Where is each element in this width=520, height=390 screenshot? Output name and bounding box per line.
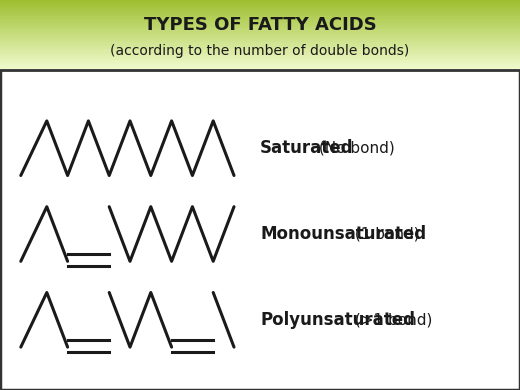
Bar [0,5,520,6]
Bar [0,64,520,66]
Bar [0,32,520,33]
Bar [0,56,520,57]
Bar [0,35,520,36]
Bar [0,44,520,46]
Bar [0,29,520,30]
Bar [0,0,520,1]
Bar [0,51,520,53]
Bar [0,62,520,63]
Bar [0,33,520,34]
Bar [0,46,520,47]
Bar [0,15,520,16]
Bar [0,25,520,26]
Bar [0,6,520,7]
Bar [0,26,520,27]
Text: (No bond): (No bond) [314,141,395,156]
Bar [0,57,520,58]
Bar [0,21,520,22]
Bar [0,12,520,13]
Bar [0,42,520,43]
Bar [0,23,520,25]
Bar [0,58,520,60]
Bar [0,49,520,50]
Bar [0,14,520,15]
Bar [0,36,520,37]
Text: (1 bond): (1 bond) [349,227,419,241]
Bar [0,66,520,67]
Bar [0,8,520,9]
Bar [0,20,520,21]
Text: Monounsaturated: Monounsaturated [260,225,426,243]
Bar [0,9,520,11]
Bar [0,28,520,29]
Bar [0,13,520,14]
Bar [0,50,520,51]
Text: Polyunsaturated: Polyunsaturated [260,311,415,329]
Text: (>1 bond): (>1 bond) [349,312,432,327]
Bar [0,7,520,8]
Bar [0,19,520,20]
Bar [0,34,520,35]
Bar [0,67,520,68]
Bar [0,30,520,32]
Bar [0,1,520,2]
Bar [0,53,520,54]
Bar [0,63,520,64]
Bar [0,61,520,62]
Bar [0,4,520,5]
Bar [0,16,520,18]
Bar [0,27,520,28]
Bar [0,60,520,61]
Bar [0,18,520,19]
Bar [0,47,520,48]
Bar [0,55,520,56]
Text: TYPES OF FATTY ACIDS: TYPES OF FATTY ACIDS [144,16,376,34]
Bar [0,43,520,44]
Bar [0,11,520,12]
Text: Saturated: Saturated [260,139,354,157]
Bar [0,2,520,4]
Bar [0,41,520,42]
Bar [0,40,520,41]
Text: (according to the number of double bonds): (according to the number of double bonds… [110,44,410,58]
Bar [0,39,520,40]
Bar [0,54,520,55]
Bar [0,37,520,39]
Bar [0,48,520,49]
Bar [0,68,520,69]
Bar [0,69,520,70]
Bar [0,22,520,23]
